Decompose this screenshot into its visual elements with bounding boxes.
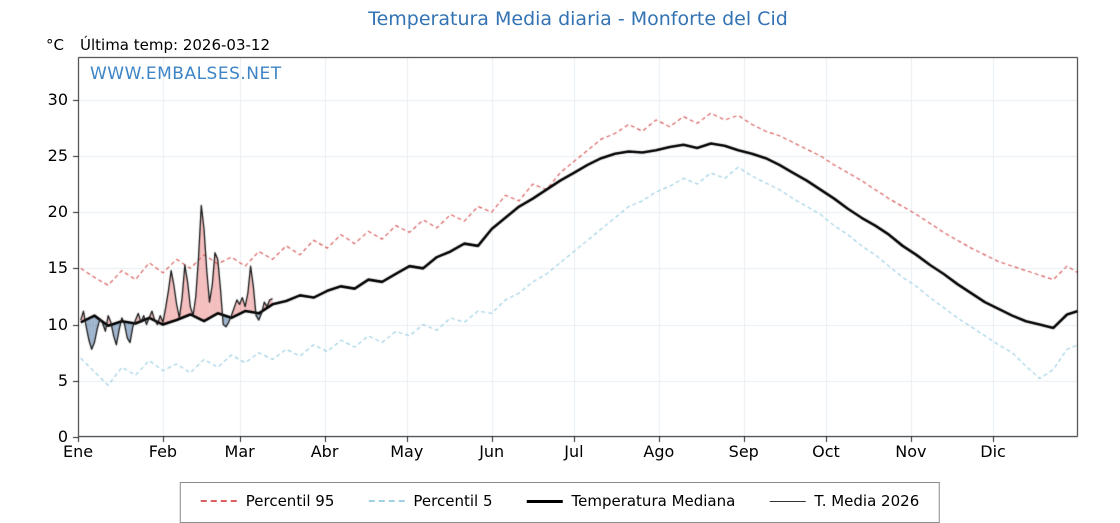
legend-item-percentil-5: Percentil 5 (368, 492, 492, 510)
watermark-text: WWW.EMBALSES.NET (90, 64, 282, 84)
y-tick-label: 30 (47, 89, 68, 109)
y-tick-label: 5 (57, 370, 68, 390)
percentil-95-line-sample-icon (200, 500, 237, 502)
legend-label: Percentil 95 (245, 492, 335, 510)
legend-item-percentil-95: Percentil 95 (200, 492, 335, 510)
legend-item-t-media-2026: T. Media 2026 (769, 492, 919, 510)
x-tick-label-month: Sep (728, 442, 759, 461)
x-tick-label-month: Oct (812, 442, 840, 461)
x-tick-label-month: May (390, 442, 424, 461)
x-tick-label-month: Dic (980, 442, 1006, 461)
chart-legend: Percentil 95 Percentil 5 Temperatura Med… (179, 482, 941, 523)
x-tick-label-month: Jun (479, 442, 505, 461)
x-tick-label-month: Feb (148, 442, 178, 461)
legend-label: T. Media 2026 (814, 492, 920, 510)
y-tick-label: 15 (47, 258, 68, 278)
y-tick-label: 0 (57, 427, 68, 446)
temperature-chart-plot (0, 0, 1120, 500)
percentil-5-line-sample-icon (368, 500, 405, 502)
legend-label: Percentil 5 (413, 492, 493, 510)
x-tick-label-month: Abr (310, 442, 339, 461)
y-tick-label: 10 (47, 314, 68, 334)
x-tick-label-month: Mar (224, 442, 255, 461)
t-media-2026-line-sample-icon (769, 500, 806, 502)
x-tick-label-month: Ago (643, 442, 675, 461)
x-tick-label-month: Jul (564, 442, 584, 461)
x-tick-label-month: Nov (895, 442, 927, 461)
legend-label: Temperatura Mediana (571, 492, 736, 510)
y-tick-label: 25 (47, 145, 68, 165)
y-tick-label: 20 (47, 202, 68, 222)
x-tick-label-month: Ene (62, 442, 94, 461)
legend-item-temperatura-mediana: Temperatura Mediana (526, 492, 735, 510)
